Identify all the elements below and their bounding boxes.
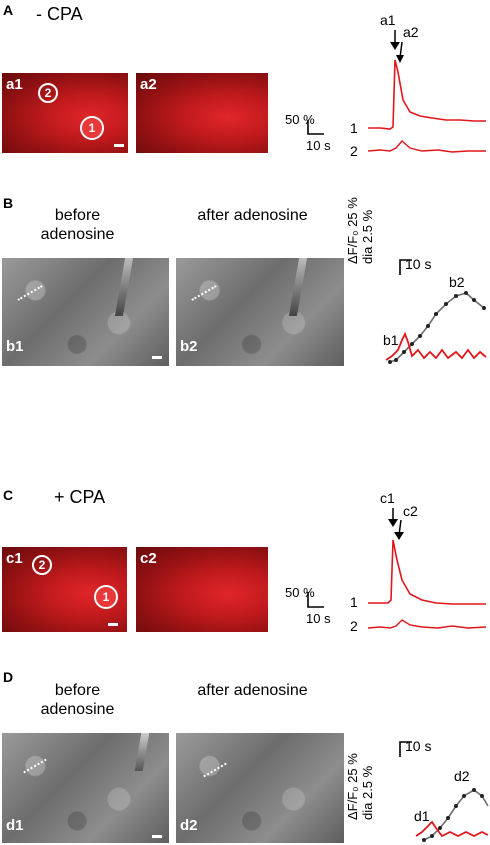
image-b1: b1 <box>2 258 169 366</box>
image-b2: b2 <box>176 258 344 366</box>
point-label-b1: b1 <box>383 332 399 348</box>
caption-before-b: before adenosine <box>40 207 115 243</box>
trace-b <box>385 259 487 364</box>
arrow-label-c1: c1 <box>380 490 395 506</box>
scale-bar <box>108 623 118 626</box>
caption-after-d: after adenosine <box>197 682 308 699</box>
image-d2: d2 <box>176 733 344 843</box>
image-label-b2: b2 <box>180 338 198 355</box>
panel-d-letter: D <box>3 669 14 685</box>
image-label-c1: c1 <box>6 550 23 567</box>
image-d1: d1 <box>2 733 169 843</box>
scale-x-label-a: 10 s <box>306 138 331 153</box>
trace-label-c2: 2 <box>350 618 358 634</box>
caption-before-d: before adenosine <box>40 682 115 718</box>
arrow-label-a1: a1 <box>380 12 396 28</box>
scale-bar <box>152 835 162 838</box>
image-label-a2: a2 <box>140 76 157 93</box>
image-a1: a1 2 1 <box>2 73 128 153</box>
caption-after-b: after adenosine <box>197 207 308 224</box>
trace-a <box>307 30 486 153</box>
image-a2: a2 <box>136 73 268 153</box>
arrow-label-c2: c2 <box>403 503 418 519</box>
trace-label-a2: 2 <box>350 143 358 159</box>
cell-marker-1: 1 <box>80 116 104 140</box>
image-label-c2: c2 <box>140 550 157 567</box>
trace-label-a1: 1 <box>350 120 358 136</box>
point-label-b2: b2 <box>449 274 465 290</box>
cell-marker-1: 1 <box>94 585 118 609</box>
cell-marker-2: 2 <box>32 555 52 575</box>
trace-label-c1: 1 <box>350 594 358 610</box>
cell-marker-2: 2 <box>38 83 58 103</box>
panel-b-letter: B <box>3 195 14 211</box>
scale-bar <box>114 144 124 147</box>
panel-c-letter: C <box>3 487 14 503</box>
image-label-a1: a1 <box>6 76 23 93</box>
image-c1: c1 2 1 <box>2 547 127 632</box>
scale-y-label-c: 50 % <box>285 585 315 600</box>
point-label-d1: d1 <box>414 808 430 824</box>
arrow-label-a2: a2 <box>403 24 419 40</box>
panel-a-letter: A <box>3 2 14 18</box>
scale-y-label-a: 50 % <box>285 112 315 127</box>
image-label-d2: d2 <box>180 817 198 834</box>
scale-x-label-c: 10 s <box>306 611 331 626</box>
image-label-d1: d1 <box>6 817 24 834</box>
panel-c-condition: + CPA <box>54 487 106 507</box>
trace-c <box>307 508 487 629</box>
image-label-b1: b1 <box>6 338 24 355</box>
panel-a-condition: - CPA <box>36 4 83 24</box>
scale-bar <box>152 356 162 359</box>
point-label-d2: d2 <box>454 768 470 784</box>
image-c2: c2 <box>136 547 268 632</box>
